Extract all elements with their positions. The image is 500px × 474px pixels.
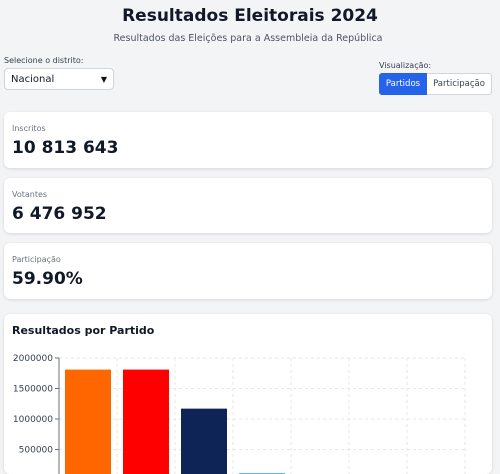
visualization-toggle: Partidos Participação (379, 73, 492, 95)
stat-label: Votantes (12, 190, 48, 199)
page-title: Resultados Eleitorais 2024 (122, 6, 378, 26)
visualization-label: Visualização: (379, 61, 432, 70)
district-select-value: Nacional (11, 73, 55, 85)
results-bar-chart: 2000000 1500000 1000000 500000 (13, 354, 466, 474)
stat-value: 59.90% (12, 269, 83, 289)
toggle-participacao-button[interactable]: Participação (427, 73, 492, 95)
stat-label: Participação (12, 255, 61, 264)
y-tick-label: 500000 (19, 446, 54, 456)
y-tick-label: 2000000 (13, 354, 53, 364)
district-select[interactable]: Nacional ▼ (4, 68, 114, 90)
stat-label: Inscritos (12, 124, 46, 133)
bar[interactable] (181, 408, 227, 474)
stat-card-voters: Votantes 6 476 952 (4, 178, 492, 233)
stat-value: 10 813 643 (12, 138, 119, 158)
chart-title: Resultados por Partido (12, 324, 155, 337)
stat-value: 6 476 952 (12, 204, 107, 224)
chart-card: Resultados por Partido 2000000 1500000 100… (4, 314, 492, 474)
bar[interactable] (65, 369, 111, 474)
stat-card-turnout: Participação 59.90% (4, 243, 492, 299)
district-label: Selecione o distrito: (4, 56, 84, 65)
toggle-partidos-button[interactable]: Partidos (379, 73, 427, 95)
stat-card-registered: Inscritos 10 813 643 (4, 112, 492, 168)
y-tick-label: 1000000 (13, 415, 53, 425)
bar[interactable] (123, 369, 169, 474)
chevron-down-icon: ▼ (100, 74, 107, 84)
page-subtitle: Resultados das Eleições para a Assemblei… (113, 33, 383, 44)
y-tick-label: 1500000 (13, 385, 53, 395)
